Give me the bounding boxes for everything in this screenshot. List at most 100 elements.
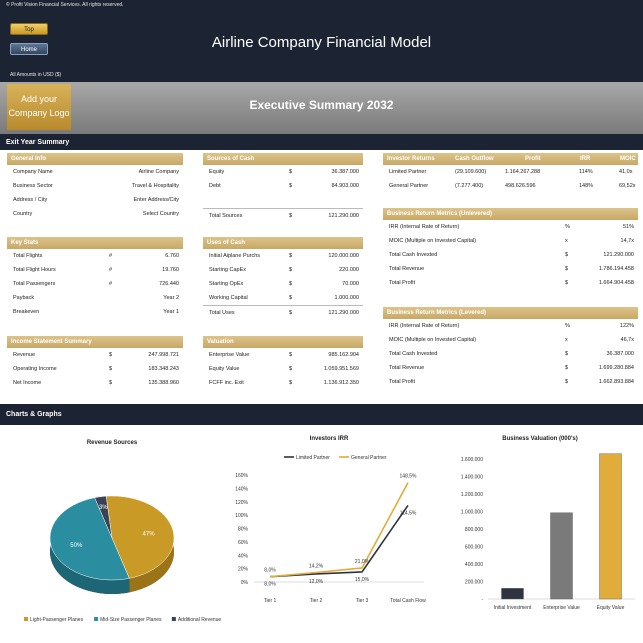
row-label: Total Flight Hours [13, 267, 56, 273]
copyright-text: © Profit Vision Financial Services. All … [6, 2, 124, 8]
pie-data-label: 50% [70, 543, 83, 549]
company-logo-placeholder[interactable]: Add your Company Logo [7, 84, 71, 130]
row-value: 985.162.904 [328, 352, 359, 358]
business-valuation-title: Business Valuation (000's) [502, 436, 578, 442]
row-value: 1.664.904.458 [598, 280, 634, 286]
data-label: 8,0% [264, 568, 276, 574]
row-unit: # [109, 253, 113, 259]
row-unit: % [565, 323, 570, 329]
row-unit: $ [565, 365, 569, 371]
x-tick-label: Tier 3 [356, 598, 369, 604]
table-row: Working Capital $1.000.000 [203, 291, 363, 305]
table-row: General Partner (7.277.400) 498.626.596 148… [383, 179, 638, 193]
row-label: Total Profit [389, 379, 415, 385]
row-label: Address / City [13, 197, 48, 203]
row-label: Net Income [13, 380, 42, 386]
row-label: Total Cash Invested [389, 252, 438, 258]
table-row: Revenue $247.998.721 [7, 348, 183, 362]
home-button[interactable]: Home [10, 43, 48, 55]
legend-entry: Light-Passenger Planes [30, 617, 84, 623]
cell-irr: 114% [579, 169, 593, 175]
table-row: Total Cash Invested $121.290.000 [383, 248, 638, 262]
charts-area: Revenue Sources 47% 50% 3% Light-Passenger … [0, 425, 643, 643]
y-tick-label: 120% [235, 500, 248, 506]
row-unit: $ [289, 253, 293, 259]
table-row: Total Revenue $1.786.194.458 [383, 262, 638, 276]
row-label: Country [13, 211, 33, 217]
table-row: Address / City Enter Address/City [7, 193, 183, 207]
row-unit: $ [289, 281, 293, 287]
row-unit: $ [289, 213, 293, 219]
revenue-sources-title: Revenue Sources [86, 440, 138, 446]
data-label: 21,0% [355, 559, 370, 565]
key-stats-panel: Key Stats Total Flights #6.760 Total Fligh… [7, 237, 183, 319]
row-unit: $ [109, 366, 113, 372]
row-label: Total Cash Invested [389, 351, 438, 357]
data-label: 15,0% [355, 577, 370, 583]
row-value: 14,7x [620, 238, 634, 244]
legend-swatch [171, 617, 176, 621]
row-value: 19.760 [162, 267, 179, 273]
business-valuation-chart: - 200.000 400.000 600.000 800.000 1.000.000 1.… [461, 453, 635, 611]
row-value: 1.662.893.884 [598, 379, 634, 385]
row-label: Breakeven [13, 309, 40, 315]
panel-header: Business Return Metrics (Unlevered) [383, 208, 638, 220]
table-row: MOIC (Multiple on Invested Capital) x 46,7… [383, 333, 638, 347]
row-label: FCFF inc. Exit [209, 380, 244, 386]
row-value: 6.760 [165, 253, 179, 259]
row-value[interactable]: Airline Company [138, 169, 179, 175]
col-cash-outflow: Cash Outflow [455, 156, 494, 162]
row-value: 121.290.000 [328, 213, 359, 219]
row-unit: $ [289, 183, 293, 189]
row-value: 1.136.912.350 [323, 380, 359, 386]
row-label: Equity Value [209, 366, 240, 372]
unlevered-metrics-panel: Business Return Metrics (Unlevered) IRR … [383, 208, 638, 290]
row-label: Starting CapEx [209, 267, 246, 273]
panel-header: Uses of Cash [203, 237, 363, 249]
row-label: Total Profit [389, 280, 415, 286]
row-label: Total Passengers [13, 281, 56, 287]
row-unit: $ [289, 380, 293, 386]
top-button[interactable]: Top [10, 23, 48, 35]
row-unit: # [109, 267, 113, 273]
cell-outflow: (7.277.400) [455, 183, 484, 189]
income-summary-panel: Income Statement Summary Revenue $247.998… [7, 336, 183, 390]
logo-text-line2: Company Logo [8, 108, 70, 118]
row-label: Total Revenue [389, 266, 425, 272]
cell-irr: 148% [579, 183, 594, 189]
table-row: Equity $36.387.000 [203, 165, 363, 179]
y-tick-label: 800.000 [465, 527, 483, 533]
row-label: Total Revenue [389, 365, 425, 371]
col-moic: MOIC [620, 156, 636, 162]
cell-profit: 1.164.267.288 [505, 169, 541, 175]
row-label: Limited Partner [389, 169, 427, 175]
table-row: Country Select Country [7, 207, 183, 221]
row-unit: # [109, 281, 113, 287]
pie-data-label: 47% [143, 531, 156, 537]
total-row: Total Uses $121.290.000 [203, 305, 363, 319]
summary-banner [0, 82, 643, 134]
row-label: Payback [13, 295, 35, 301]
row-value[interactable]: Enter Address/City [133, 197, 179, 203]
row-value[interactable]: Select Country [142, 211, 179, 217]
row-value: 220.000 [339, 267, 359, 273]
x-tick-label: Total Cash Flow [390, 598, 426, 604]
row-unit: $ [109, 380, 113, 386]
y-tick-label: 80% [238, 527, 249, 533]
row-label: IRR (Internal Rate of Return) [389, 323, 460, 329]
pie-slice [49, 497, 130, 581]
row-value[interactable]: Travel & Hospitality [131, 183, 179, 189]
table-row: MOIC (Multiple on Invested Capital) x 14,7… [383, 234, 638, 248]
table-row: Total Flights #6.760 [7, 249, 183, 263]
panel-header: Investor Returns Cash Outflow Profit IRR… [383, 153, 638, 165]
y-tick-label: 140% [235, 486, 248, 492]
col-irr: IRR [580, 156, 591, 162]
x-tick-label: Tier 1 [264, 598, 277, 604]
cell-profit: 498.626.596 [505, 183, 536, 189]
uses-of-cash-panel: Uses of Cash Initial Aiplane Purchs $120.… [203, 237, 363, 319]
table-row: Total Passengers #726.440 [7, 277, 183, 291]
row-value: 36.387.000 [606, 351, 634, 357]
pie-data-label: 3% [99, 505, 108, 511]
levered-metrics-panel: Business Return Metrics (Levered) IRR (I… [383, 307, 638, 389]
y-tick-label: 100% [235, 513, 248, 519]
